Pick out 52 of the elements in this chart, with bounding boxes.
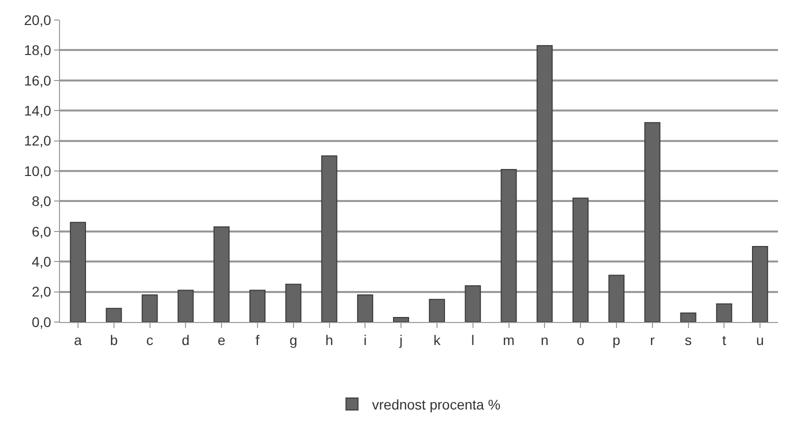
x-tick-label: h [325, 332, 334, 348]
bar [428, 298, 445, 322]
x-tick-label: n [540, 332, 549, 348]
bar [249, 290, 266, 322]
bar [716, 303, 732, 322]
bar [536, 45, 553, 322]
y-tick-label: 18,0 [24, 42, 52, 58]
y-tick-label: 0,0 [32, 314, 52, 330]
x-tick-label: p [612, 332, 621, 348]
x-tick-label: t [722, 332, 726, 348]
bar [644, 122, 660, 322]
y-tick-label: 6,0 [32, 223, 52, 240]
bar [752, 246, 768, 322]
bar [464, 285, 481, 322]
y-tick-label: 2,0 [32, 284, 52, 300]
bar [70, 222, 86, 322]
bar [142, 294, 158, 322]
x-tick-label: u [756, 332, 764, 348]
bar [393, 316, 410, 322]
bar [357, 294, 374, 322]
x-tick-label: g [289, 332, 298, 348]
x-tick-label: a [74, 332, 82, 348]
bar [321, 155, 338, 322]
bar [178, 290, 194, 322]
x-tick-label: k [433, 332, 442, 348]
bar [608, 274, 624, 322]
y-tick-label: 14,0 [24, 102, 52, 118]
y-tick-label: 12,0 [24, 132, 52, 149]
x-tick-label: d [182, 332, 190, 348]
x-tick-label: c [146, 332, 154, 348]
bar [214, 226, 230, 322]
x-tick-label: l [471, 332, 474, 348]
x-tick-label: j [398, 332, 403, 348]
y-tick-label: 8,0 [32, 193, 52, 210]
y-tick-label: 20,0 [24, 12, 52, 28]
x-tick-label: b [110, 332, 118, 348]
y-tick-label: 10,0 [24, 162, 52, 179]
y-tick-label: 16,0 [24, 72, 52, 88]
x-tick-label: e [218, 332, 226, 348]
bar [500, 168, 517, 322]
x-tick-label: m [502, 332, 515, 348]
x-tick-label: i [364, 332, 367, 348]
x-tick-label: r [650, 332, 656, 348]
bar [106, 308, 122, 322]
legend-label: vrednost procenta % [372, 396, 500, 412]
x-tick-label: f [256, 332, 260, 348]
bar [285, 284, 302, 322]
x-tick-label: s [684, 332, 692, 348]
bar [572, 198, 589, 322]
bar [680, 312, 696, 322]
y-tick-label: 4,0 [32, 254, 52, 270]
x-tick-label: o [576, 332, 585, 348]
